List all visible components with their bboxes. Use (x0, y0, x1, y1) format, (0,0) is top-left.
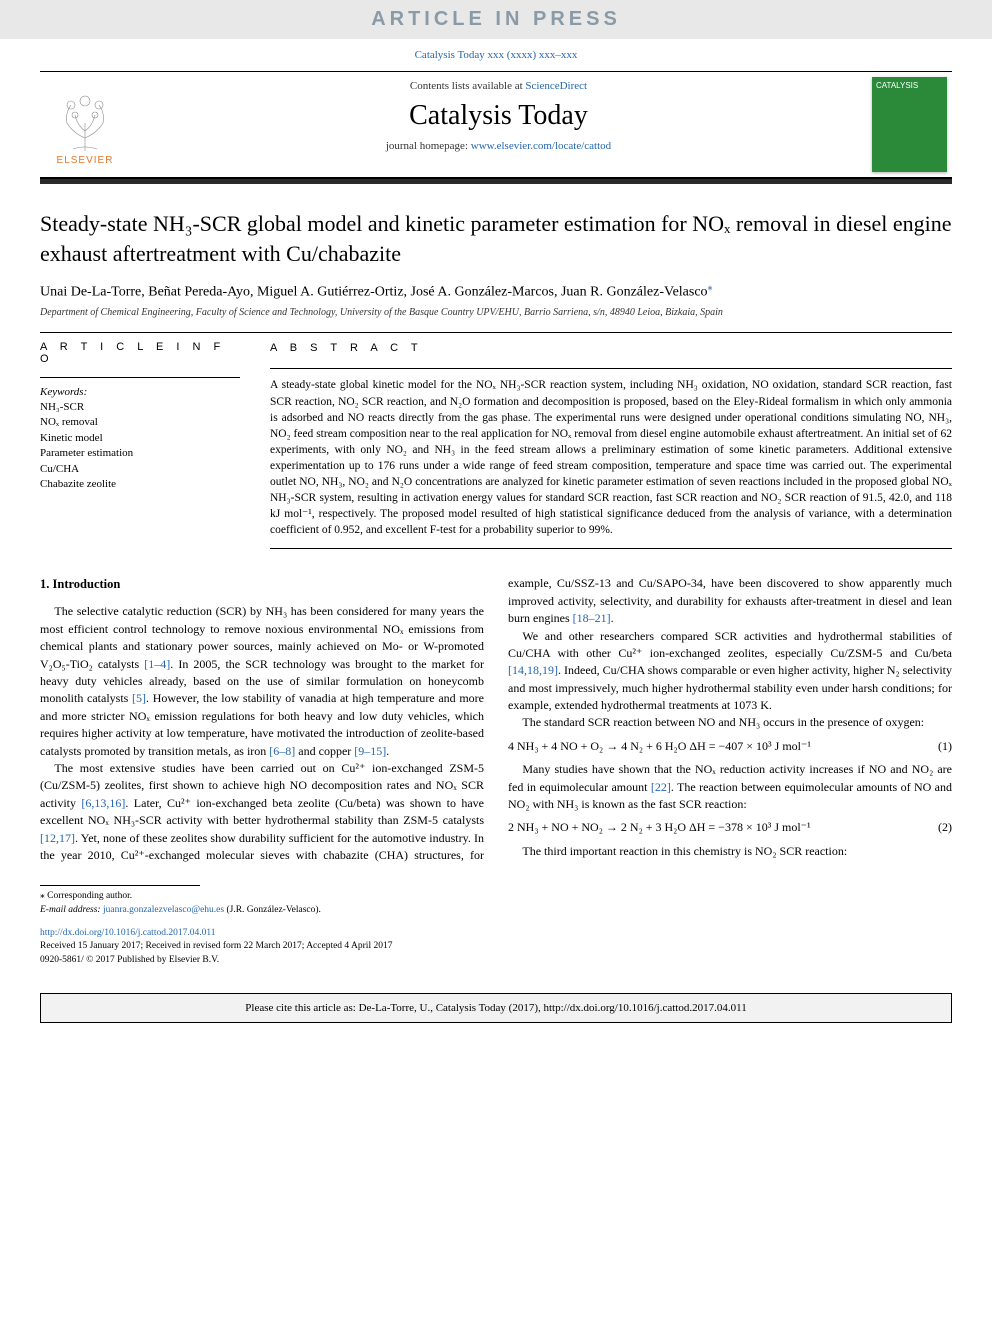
citation-link[interactable]: [18–21] (573, 611, 611, 625)
email-link[interactable]: juanra.gonzalezvelasco@ehu.es (103, 905, 224, 915)
text: . (611, 611, 614, 625)
contents-prefix: Contents lists available at (410, 80, 525, 92)
corresponding-author: ⁎ Corresponding author. (40, 890, 952, 903)
article-info: A R T I C L E I N F O Keywords: NH₃-SCR … (40, 341, 240, 549)
citation-link[interactable]: [22] (651, 780, 671, 794)
journal-issue-link[interactable]: Catalysis Today xxx (xxxx) xxx–xxx (0, 39, 992, 71)
keywords-list: NH₃-SCR NOₓ removal Kinetic model Parame… (40, 400, 240, 492)
text: . (386, 744, 389, 758)
homepage-link[interactable]: www.elsevier.com/locate/cattod (471, 140, 611, 152)
paragraph: Many studies have shown that the NOₓ red… (508, 761, 952, 813)
citation-link[interactable]: [12,17] (40, 831, 75, 845)
keywords-label: Keywords: (40, 386, 240, 398)
contents-line: Contents lists available at ScienceDirec… (130, 80, 867, 92)
elsevier-label: ELSEVIER (57, 155, 114, 166)
homepage-prefix: journal homepage: (386, 140, 471, 152)
abstract-text: A steady-state global kinetic model for … (270, 377, 952, 538)
journal-name: Catalysis Today (130, 100, 867, 132)
equation-body: 2 NH₃ + NO + NO₂ → 2 N₂ + 3 H₂O ΔH = −37… (508, 819, 932, 836)
journal-cover-thumbnail[interactable]: CATALYSIS (872, 77, 947, 172)
copyright: 0920-5861/ © 2017 Published by Elsevier … (40, 954, 952, 967)
paragraph: The selective catalytic reduction (SCR) … (40, 603, 484, 760)
paragraph: The standard SCR reaction between NO and… (508, 714, 952, 731)
elsevier-logo[interactable]: ELSEVIER (40, 72, 130, 177)
footer: ⁎ Corresponding author. E-mail address: … (0, 879, 992, 978)
keyword: Cu/CHA (40, 462, 240, 477)
citation-link[interactable]: [5] (132, 691, 146, 705)
rule (40, 377, 240, 378)
rule (270, 368, 952, 369)
citation-link[interactable]: [1–4] (144, 657, 170, 671)
affiliation: Department of Chemical Engineering, Facu… (40, 307, 952, 318)
article-title: Steady-state NH₃-SCR global model and ki… (40, 209, 952, 268)
sciencedirect-link[interactable]: ScienceDirect (525, 80, 587, 92)
abstract: A B S T R A C T A steady-state global ki… (270, 341, 952, 549)
equation: 2 NH₃ + NO + NO₂ → 2 N₂ + 3 H₂O ΔH = −37… (508, 819, 952, 836)
body-columns: 1. Introduction The selective catalytic … (40, 575, 952, 864)
keyword: NOₓ removal (40, 415, 240, 430)
text: and copper (295, 744, 354, 758)
rule (270, 548, 952, 549)
doi-link[interactable]: http://dx.doi.org/10.1016/j.cattod.2017.… (40, 927, 952, 940)
equation: 4 NH₃ + 4 NO + O₂ → 4 N₂ + 6 H₂O ΔH = −4… (508, 738, 952, 755)
cover-title: CATALYSIS (876, 81, 918, 90)
keyword: Kinetic model (40, 431, 240, 446)
authors-text: Unai De-La-Torre, Beñat Pereda-Ayo, Migu… (40, 285, 708, 300)
corresponding-mark: ⁎ (708, 282, 713, 293)
authors: Unai De-La-Torre, Beñat Pereda-Ayo, Migu… (40, 282, 952, 301)
text: . Indeed, Cu/CHA shows comparable or eve… (508, 663, 952, 712)
header-center: Contents lists available at ScienceDirec… (130, 72, 867, 177)
rule (40, 332, 952, 333)
email-label: E-mail address: (40, 905, 103, 915)
equation-number: (1) (938, 738, 952, 755)
email-suffix: (J.R. González-Velasco). (224, 905, 321, 915)
article-in-press-banner: ARTICLE IN PRESS (0, 0, 992, 39)
keyword: NH₃-SCR (40, 400, 240, 415)
citation-link[interactable]: [14,18,19] (508, 663, 558, 677)
abstract-head: A B S T R A C T (270, 341, 952, 356)
keyword: Parameter estimation (40, 446, 240, 461)
paragraph: We and other researchers compared SCR ac… (508, 628, 952, 715)
journal-header: ELSEVIER Contents lists available at Sci… (40, 71, 952, 179)
equation-number: (2) (938, 819, 952, 836)
email-line: E-mail address: juanra.gonzalezvelasco@e… (40, 904, 952, 917)
equation-body: 4 NH₃ + 4 NO + O₂ → 4 N₂ + 6 H₂O ΔH = −4… (508, 738, 932, 755)
citation-link[interactable]: [6,13,16] (81, 796, 125, 810)
homepage-line: journal homepage: www.elsevier.com/locat… (130, 140, 867, 152)
article-body: Steady-state NH₃-SCR global model and ki… (0, 184, 992, 879)
info-abstract-row: A R T I C L E I N F O Keywords: NH₃-SCR … (40, 341, 952, 549)
citation-link[interactable]: [6–8] (269, 744, 295, 758)
citation-box: Please cite this article as: De-La-Torre… (40, 993, 952, 1023)
section-head: 1. Introduction (40, 575, 484, 593)
text: We and other researchers compared SCR ac… (508, 629, 952, 660)
paragraph: The third important reaction in this che… (508, 843, 952, 860)
received-dates: Received 15 January 2017; Received in re… (40, 940, 952, 953)
footnote-rule (40, 885, 200, 886)
keyword: Chabazite zeolite (40, 477, 240, 492)
citation-link[interactable]: [9–15] (354, 744, 386, 758)
article-info-head: A R T I C L E I N F O (40, 341, 240, 365)
elsevier-tree-icon (55, 83, 115, 153)
